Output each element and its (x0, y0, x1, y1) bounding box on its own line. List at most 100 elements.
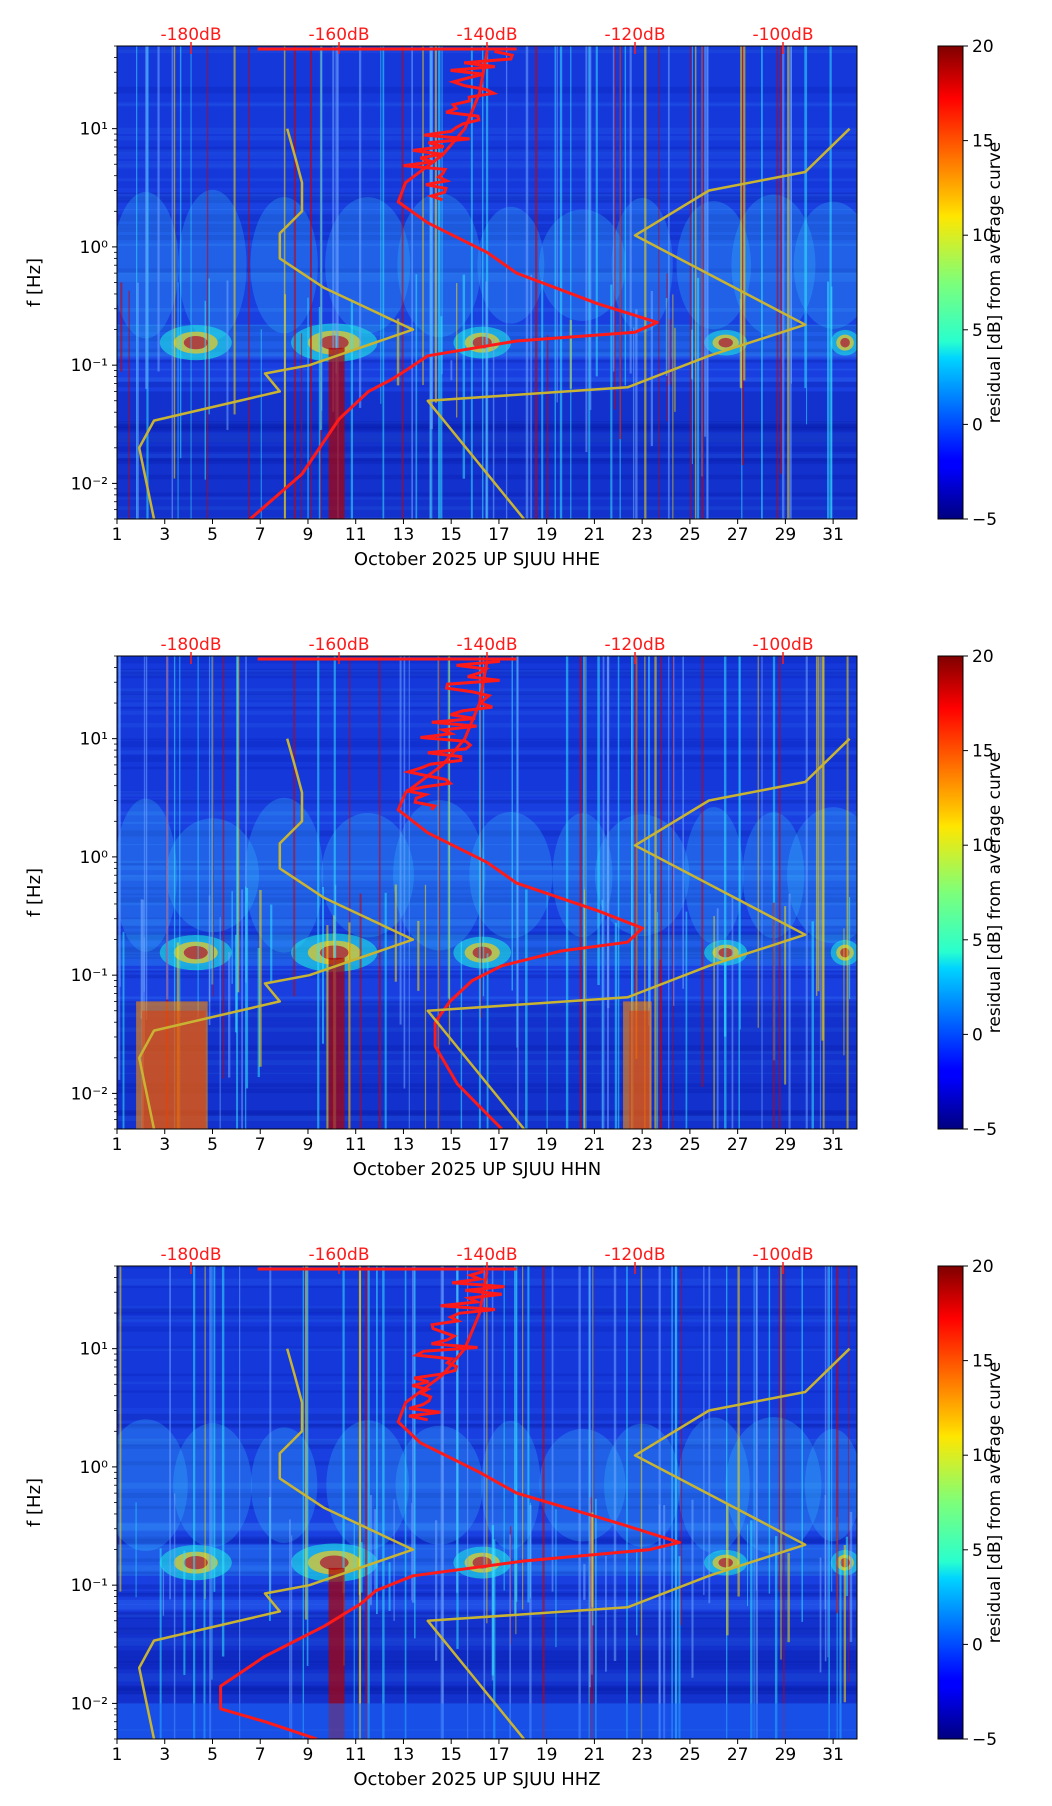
heatmap-event (206, 46, 209, 519)
colorbar-tick-label: 10 (972, 836, 994, 856)
top-tick-label: -100dB (752, 635, 813, 655)
heatmap-event (380, 46, 382, 404)
heatmap-event (441, 46, 443, 375)
heatmap-event (245, 887, 249, 1089)
x-tick-label: 19 (536, 1135, 558, 1155)
x-axis: 1 3 5 7 9 11 13 15 17 19 21 23 25 27 29 31 (112, 1739, 844, 1765)
heatmap-event (602, 656, 605, 1129)
heatmap-event (772, 656, 776, 1061)
heatmap-event (209, 1266, 212, 1739)
heatmap-texture (117, 1688, 857, 1694)
x-tick-label: 3 (159, 1135, 170, 1155)
heatmap-event (193, 1266, 196, 1739)
x-tick-label: 3 (159, 525, 170, 545)
heatmap-blob (481, 1420, 541, 1550)
heatmap-event (588, 46, 591, 519)
heatmap-event (505, 46, 508, 519)
heatmap-blob (677, 1417, 750, 1554)
x-tick-label: 23 (631, 1745, 653, 1765)
heatmap-event (143, 937, 145, 992)
y-axis: 10⁻² 10⁻¹ 10⁰ 10¹ (71, 45, 117, 520)
heatmap-event (790, 46, 793, 384)
heatmap-event (738, 656, 740, 1129)
top-tick-label: -100dB (752, 1245, 813, 1265)
heatmap-event (831, 1266, 833, 1592)
heatmap-event (595, 1498, 597, 1739)
heatmap-event (801, 1266, 803, 1622)
heatmap-event (723, 656, 727, 1037)
colorbar-tick-label: 5 (972, 1541, 983, 1561)
heatmap-event (689, 46, 692, 519)
heatmap-texture (117, 1637, 857, 1641)
heatmap-event (613, 46, 616, 410)
heatmap-event (778, 656, 781, 1129)
heatmap-event (173, 656, 176, 1129)
heatmap-event (365, 1266, 368, 1739)
y-tick-label: 10⁰ (80, 848, 109, 868)
heatmap-event (772, 902, 775, 1129)
noise-model-line (426, 127, 851, 519)
heatmap-event (511, 656, 514, 991)
heatmap-texture (117, 656, 857, 798)
heatmap-event (668, 656, 670, 1129)
heatmap-event (142, 1010, 206, 1129)
x-tick-label: 13 (393, 525, 415, 545)
heatmap-texture (117, 792, 857, 795)
heatmap-event (437, 656, 440, 1129)
heatmap-event (626, 1266, 628, 1739)
heatmap-blob (718, 337, 733, 348)
heatmap-event (743, 46, 746, 381)
x-tick-label: 29 (775, 1135, 797, 1155)
heatmap-event (213, 1266, 216, 1592)
heatmap-event (401, 46, 404, 519)
y-tick-label: 10⁻² (71, 1694, 108, 1714)
heatmap-event (179, 656, 181, 1129)
heatmap-event (648, 656, 651, 1008)
heatmap-event (118, 656, 121, 1080)
x-tick-label: 27 (727, 1135, 749, 1155)
y-tick-label: 10¹ (80, 730, 108, 750)
heatmap-event (667, 46, 670, 519)
x-tick-label: 17 (488, 525, 510, 545)
heatmap-event (535, 46, 538, 519)
x-tick-label: 19 (536, 1745, 558, 1765)
heatmap-event (179, 46, 182, 459)
heatmap-event (724, 959, 727, 1129)
heatmap-event (349, 656, 351, 1129)
heatmap-texture (117, 1664, 857, 1670)
heatmap-event (337, 46, 339, 519)
top-tick-label: -140dB (456, 1245, 517, 1265)
heatmap-event (128, 290, 130, 519)
heatmap-event (411, 46, 414, 519)
heatmap-event (411, 1503, 413, 1601)
heatmap-event (819, 656, 821, 1129)
heatmap-event (424, 884, 427, 1129)
heatmap-event (382, 46, 385, 519)
heatmap-event (486, 953, 489, 1129)
heatmap-event (289, 1519, 291, 1739)
heatmap-event (788, 893, 791, 1129)
heatmap-event (789, 46, 792, 519)
heatmap-event (259, 889, 262, 1067)
heatmap-blob (684, 807, 744, 944)
heatmap-event (197, 656, 199, 1019)
colorbar-tick-label: 15 (972, 742, 994, 762)
x-tick-label: 27 (727, 1745, 749, 1765)
heatmap-texture (117, 1656, 857, 1664)
heatmap-event (565, 656, 569, 1129)
heatmap-event (293, 656, 296, 997)
heatmap-event (404, 1266, 407, 1739)
y-tick-label: 10⁻² (71, 1084, 108, 1104)
heatmap-event (481, 46, 484, 519)
heatmap-event (470, 46, 473, 519)
colorbar-tick-label: 5 (972, 931, 983, 951)
heatmap-event (235, 934, 238, 1033)
heatmap-texture (117, 830, 857, 837)
heatmap-event (300, 333, 303, 519)
x-tick-label: 11 (345, 525, 367, 545)
heatmap-event (162, 1568, 165, 1616)
heatmap-event (342, 1266, 345, 1593)
heatmap-event (173, 46, 176, 479)
